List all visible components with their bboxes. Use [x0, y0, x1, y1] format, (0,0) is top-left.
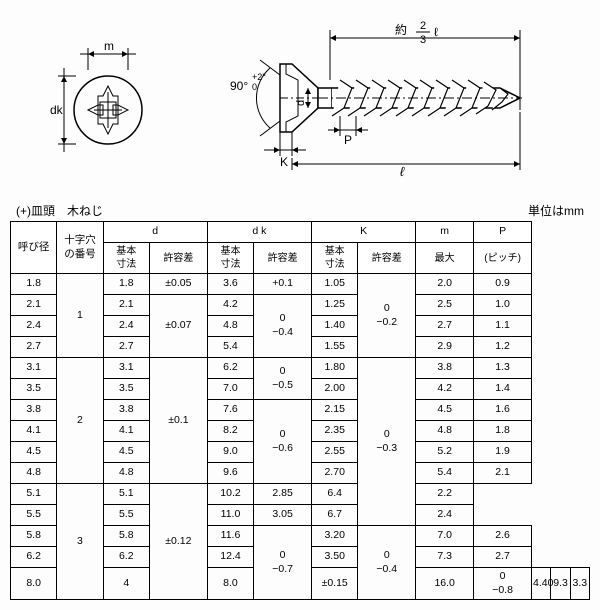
label-approx: 約 [395, 22, 407, 37]
screw-top-view: m dk [50, 40, 160, 160]
th-dk: d k [207, 222, 311, 243]
th-P: P [474, 222, 532, 243]
frac-top: 2 [420, 20, 426, 32]
table-row: 1.811.8±0.053.6+0.11.050−0.22.00.9 [11, 274, 590, 295]
technical-diagram: m dk 約 2 3 ℓ 90° +2° 0 [10, 10, 590, 200]
spec-table-body: 1.811.8±0.053.6+0.11.050−0.22.00.92.12.1… [11, 274, 590, 600]
table-title-left: (+)皿頭 木ねじ [16, 202, 103, 219]
label-P: P [344, 133, 352, 147]
table-row: 5.135.1±0.1210.22.856.42.2 [11, 484, 590, 505]
label-angle-tol-bot: 0 [252, 82, 257, 92]
table-title-right: 単位はmm [528, 202, 584, 219]
label-d: d [295, 100, 307, 106]
label-angle: 90° [230, 79, 248, 93]
spec-table: 呼び径 十字穴の番号 d d k K m P 基本寸法 許容差 基本寸法 許容差… [10, 221, 590, 600]
label-K: K [280, 155, 288, 169]
label-dk: dk [50, 103, 64, 117]
label-m: m [104, 40, 114, 53]
frac-l: ℓ [434, 25, 438, 39]
th-yobi: 呼び径 [11, 222, 57, 274]
frac-bot: 3 [420, 34, 426, 46]
table-title-row: (+)皿頭 木ねじ 単位はmm [10, 200, 590, 221]
label-l: ℓ [400, 164, 405, 179]
th-cross: 十字穴の番号 [57, 222, 103, 274]
screw-side-view: 約 2 3 ℓ 90° +2° 0 [200, 20, 540, 180]
table-row: 3.123.1±0.16.20−0.51.800−0.33.81.3 [11, 358, 590, 379]
th-d: d [103, 222, 207, 243]
th-K: K [312, 222, 416, 243]
th-m: m [416, 222, 474, 243]
